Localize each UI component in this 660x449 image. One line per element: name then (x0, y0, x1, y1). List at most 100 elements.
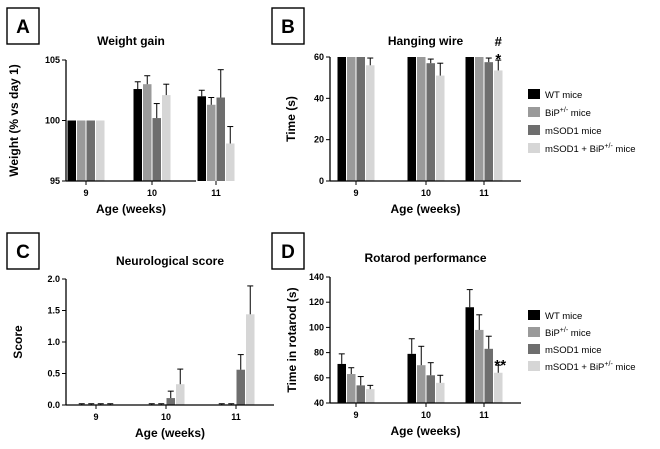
panel-C: C Neurological score Score Age (weeks) 9 10 11… (6, 232, 274, 440)
panel-label: C (16, 242, 30, 263)
x-tick-label: 11 (211, 188, 221, 198)
bar-msod1-10 (152, 118, 161, 181)
bar-msod1-11 (236, 369, 245, 405)
bar-bip-9 (347, 57, 356, 181)
legend-swatch-wt (528, 310, 540, 320)
bar-msod1bip-9 (366, 65, 375, 181)
legend-swatch-msod1 (528, 344, 540, 354)
x-axis-label: Age (weeks) (390, 202, 460, 216)
y-tick-label: 0 (319, 176, 324, 186)
panel-A: A Weight gain Weight (% vs day 1) Age (week… (6, 7, 235, 216)
legend-swatch-msod1 (528, 125, 540, 135)
bar-msod1bip-10 (436, 75, 445, 181)
bar-msod1-10 (426, 63, 435, 182)
bar-wt-11 (465, 57, 474, 181)
x-tick-label: 10 (161, 412, 171, 422)
bar-wt-9 (67, 120, 76, 181)
y-axis-label: Time in rotarod (s) (285, 287, 299, 392)
bar-msod1bip-11 (494, 70, 503, 181)
bar-bip-11 (475, 57, 484, 181)
panel-label-box (6, 7, 40, 45)
x-tick-label: 9 (93, 412, 98, 422)
bar-wt-11 (465, 307, 474, 403)
y-tick-label: 100 (309, 322, 324, 332)
bar-wt-10 (407, 353, 416, 403)
y-tick-label: 40 (314, 398, 324, 408)
y-tick-label: 1.0 (47, 337, 60, 347)
x-tick-label: 10 (147, 188, 157, 198)
legend-label-msod1: mSOD1 mice (545, 126, 601, 137)
chart-title: Rotarod performance (364, 251, 486, 265)
x-axis-label: Age (weeks) (96, 202, 166, 216)
legend-label-bip: BiP+/- mice (545, 327, 591, 339)
x-tick-label: 10 (421, 410, 431, 420)
bar-msod1-10 (166, 398, 175, 405)
legend-swatch-bip (528, 107, 540, 117)
bar-msod1-11 (484, 62, 493, 181)
panel-label: D (281, 242, 295, 263)
bar-msod1bip-11 (246, 314, 255, 405)
significance-marker: * (495, 51, 501, 68)
panel-label-box (271, 232, 305, 270)
y-tick-label: 20 (314, 135, 324, 145)
bar-wt-9 (337, 57, 346, 181)
panel-label-box (271, 7, 305, 45)
y-tick-label: 0.0 (47, 400, 60, 410)
panel-label: A (16, 17, 30, 38)
bar-msod1bip-10 (176, 384, 185, 405)
legend-label-wt: WT mice (545, 311, 582, 322)
y-axis-label: Score (11, 325, 25, 359)
significance-marker: # (495, 34, 503, 49)
legend-label-msod1bip: mSOD1 + BiP+/- mice (545, 143, 635, 155)
y-tick-label: 140 (309, 272, 324, 282)
legend-swatch-msod1bip (528, 361, 540, 371)
bar-msod1bip-11 (226, 143, 235, 181)
bar-msod1-11 (484, 348, 493, 403)
y-tick-label: 100 (45, 116, 60, 126)
x-tick-label: 11 (231, 412, 241, 422)
bar-bip-11 (475, 329, 484, 403)
bar-msod1-9 (86, 120, 95, 181)
y-tick-label: 60 (314, 373, 324, 383)
bar-msod1-9 (356, 385, 365, 403)
bar-bip-10 (417, 365, 426, 403)
y-axis-label: Time (s) (284, 96, 298, 142)
x-axis-label: Age (weeks) (390, 424, 460, 438)
legend-label-msod1bip: mSOD1 + BiP+/- mice (545, 361, 635, 373)
bar-wt-9 (337, 363, 346, 403)
bar-wt-10 (407, 57, 416, 181)
chart-title: Neurological score (116, 254, 224, 268)
bar-msod1-10 (426, 375, 435, 403)
panel-label: B (281, 17, 295, 38)
y-tick-label: 95 (50, 176, 60, 186)
bar-msod1-11 (216, 97, 225, 181)
x-axis-label: Age (weeks) (135, 426, 205, 440)
bar-msod1bip-10 (436, 382, 445, 403)
bar-bip-10 (417, 57, 426, 181)
legend-swatch-msod1bip (528, 143, 540, 153)
y-tick-label: 120 (309, 297, 324, 307)
y-tick-label: 0.5 (47, 369, 60, 379)
panel-D: D Rotarod performance Time in rotarod (s) A… (271, 232, 635, 438)
bar-bip-9 (347, 374, 356, 403)
y-tick-label: 1.5 (47, 306, 60, 316)
legend-swatch-bip (528, 327, 540, 337)
chart-title: Hanging wire (388, 34, 464, 48)
legend-label-wt: WT mice (545, 90, 582, 101)
bar-wt-10 (133, 89, 142, 181)
panel-label-box (6, 232, 40, 270)
bar-msod1-9 (356, 57, 365, 181)
bar-wt-11 (197, 96, 206, 181)
x-tick-label: 9 (83, 188, 88, 198)
significance-marker: ** (494, 357, 506, 374)
bar-msod1bip-9 (366, 389, 375, 403)
bar-msod1bip-11 (494, 372, 503, 403)
bar-msod1bip-10 (162, 95, 171, 181)
x-tick-label: 9 (353, 410, 358, 420)
x-tick-label: 11 (479, 410, 489, 420)
y-tick-label: 60 (314, 52, 324, 62)
bar-bip-10 (143, 84, 152, 181)
x-tick-label: 11 (479, 188, 489, 198)
x-tick-label: 10 (421, 188, 431, 198)
